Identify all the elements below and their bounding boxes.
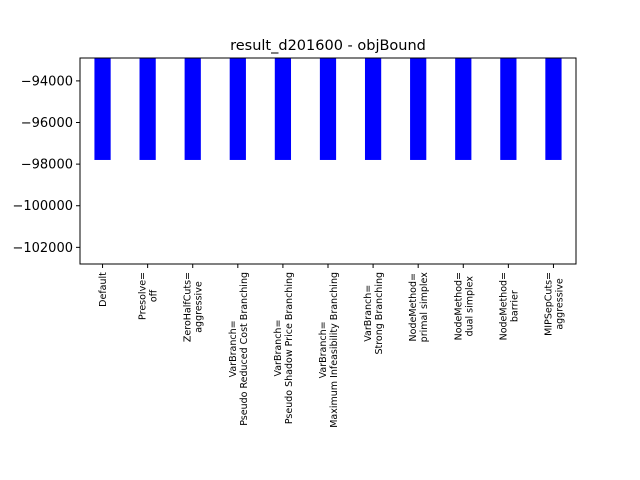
x-tick-label: VarBranch=Maximum Infeasibility Branchin… xyxy=(318,272,340,428)
x-tick-label: VarBranch=Pseudo Shadow Price Branching xyxy=(273,272,295,424)
y-tick-label: −100000 xyxy=(12,199,73,214)
y-tick-label: −96000 xyxy=(21,116,73,131)
bar xyxy=(364,58,382,160)
bar xyxy=(455,58,472,160)
x-tick-label: Presolve=off xyxy=(138,272,160,320)
bar xyxy=(410,58,427,160)
y-axis: −94000 −96000 −98000 −100000 −102000 xyxy=(12,74,80,256)
x-tick-label: NodeMethod=dual simplex xyxy=(453,272,475,340)
y-tick-label: −102000 xyxy=(12,241,73,256)
bar xyxy=(500,58,517,160)
bar xyxy=(184,58,201,160)
chart-title: result_d201600 - objBound xyxy=(230,38,426,54)
y-tick-label: −98000 xyxy=(21,158,73,173)
plot-frame xyxy=(79,57,577,265)
bar xyxy=(274,58,292,160)
x-tick-label: NodeMethod=barrier xyxy=(498,272,520,340)
x-tick-label: Default xyxy=(98,272,109,307)
bar xyxy=(319,58,337,160)
bar xyxy=(94,58,111,160)
x-tick-label: VarBranch=Pseudo Reduced Cost Branching xyxy=(228,272,250,426)
x-axis: Default Presolve=off ZeroHalfCuts=aggressi… xyxy=(98,264,565,428)
bar xyxy=(229,58,246,160)
x-tick-label: VarBranch=Strong Branching xyxy=(363,272,385,355)
bar xyxy=(545,58,562,160)
x-tick-label: MIPSepCuts=aggressive xyxy=(543,272,565,336)
bars-layer xyxy=(94,58,562,160)
x-tick-label: ZeroHalfCuts=aggressive xyxy=(183,272,205,342)
bar xyxy=(139,58,156,160)
x-tick-label: NodeMethod=primal simplex xyxy=(408,272,430,343)
y-tick-label: −94000 xyxy=(21,74,73,89)
